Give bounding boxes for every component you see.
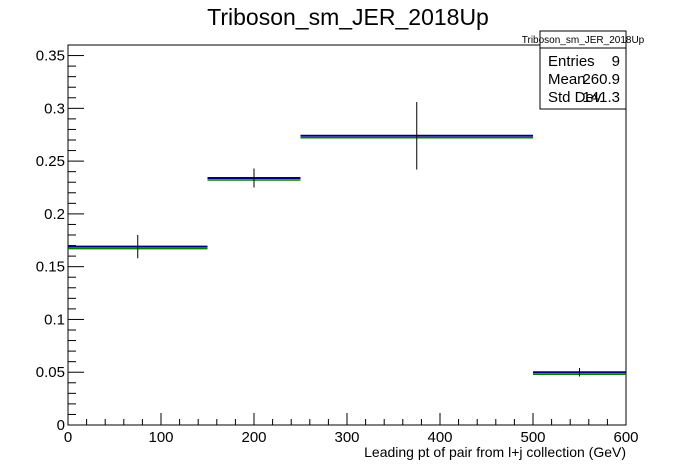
stats-entries-value: 9 (612, 53, 620, 70)
y-tick-label: 0.2 (44, 206, 65, 223)
y-axis-ticks: 0 0.05 0.1 0.15 0.2 0.25 0.3 0.35 (36, 44, 84, 434)
y-tick-label: 0.3 (44, 100, 65, 117)
y-tick-label: 0.15 (36, 259, 65, 276)
y-tick-label: 0.1 (44, 311, 65, 328)
chart-title: Triboson_sm_JER_2018Up (207, 4, 489, 30)
stats-mean-value: 260.9 (582, 71, 620, 88)
x-axis-ticks: 0 100 200 300 400 500 600 (64, 413, 639, 446)
x-tick-label: 600 (613, 429, 638, 446)
x-tick-label: 100 (148, 429, 173, 446)
histogram-bins (68, 102, 626, 377)
stats-box: Triboson_sm_JER_2018Up Entries 9 Mean 26… (522, 30, 645, 110)
x-tick-label: 200 (241, 429, 266, 446)
axes: 0 100 200 300 400 500 600 00.050.10.150.20.250… (36, 44, 639, 446)
stats-entries-label: Entries (548, 53, 595, 70)
y-tick-label: 0 (57, 417, 65, 434)
x-tick-label: 300 (334, 429, 359, 446)
x-tick-label: 0 (64, 429, 72, 446)
y-tick-label: 0.35 (36, 48, 65, 65)
y-tick-label: 0.25 (36, 153, 65, 170)
stats-stddev-value: 141.3 (582, 89, 620, 106)
stats-box-frame (539, 30, 627, 110)
stats-box-title: Triboson_sm_JER_2018Up (522, 35, 645, 46)
stats-mean-label: Mean (548, 71, 586, 88)
y-tick-label: 0.05 (36, 364, 65, 381)
x-axis-label: Leading pt of pair from l+j collection (… (364, 444, 626, 460)
stats-stddev-label: Std Dev (548, 89, 602, 106)
x-tick-label: 400 (427, 429, 452, 446)
x-tick-label: 500 (520, 429, 545, 446)
